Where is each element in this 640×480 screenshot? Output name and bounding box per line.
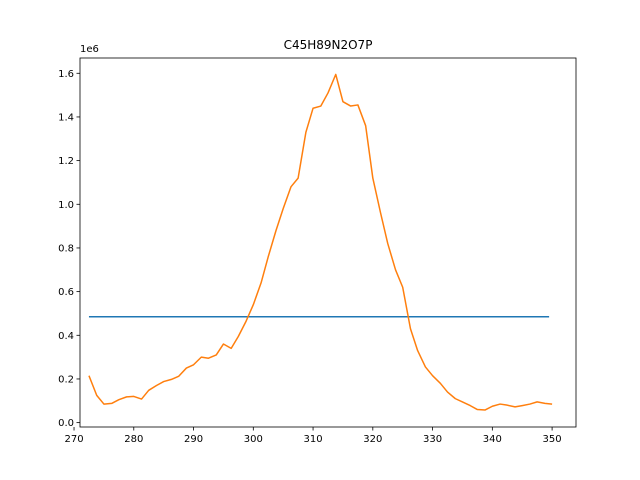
chart-title: C45H89N2O7P — [284, 38, 373, 52]
series-line-2 — [88, 73, 553, 411]
x-axis-ticks: 270 280 290 300 310 320 330 340 350 — [64, 427, 562, 445]
x-tick-label: 270 — [64, 434, 83, 445]
y-tick-label: 1.4 — [58, 112, 74, 123]
x-tick-label: 310 — [304, 434, 323, 445]
y-axis-ticks: 0.0 0.2 0.4 0.6 0.8 1.0 1.2 1.4 1.6 — [58, 69, 80, 429]
y-tick-label: 0.2 — [58, 374, 74, 385]
x-tick-label: 280 — [124, 434, 143, 445]
y-tick-label: 1.6 — [58, 69, 74, 80]
x-tick-label: 340 — [483, 434, 502, 445]
y-tick-label: 0.8 — [58, 243, 74, 254]
series-layer — [88, 73, 553, 411]
plot-frame — [79, 57, 577, 428]
y-tick-label: 0.6 — [58, 287, 74, 298]
x-tick-label: 300 — [244, 434, 263, 445]
x-tick-label: 290 — [184, 434, 203, 445]
y-tick-label: 0.4 — [58, 331, 74, 342]
x-tick-label: 330 — [423, 434, 442, 445]
y-tick-label: 1.2 — [58, 156, 74, 167]
y-tick-label: 1.0 — [58, 200, 74, 211]
plot-area — [80, 58, 576, 427]
x-tick-label: 320 — [363, 434, 382, 445]
y-tick-label: 0.0 — [58, 418, 74, 429]
x-tick-label: 350 — [543, 434, 562, 445]
y-axis-offset-label: 1e6 — [80, 44, 99, 55]
